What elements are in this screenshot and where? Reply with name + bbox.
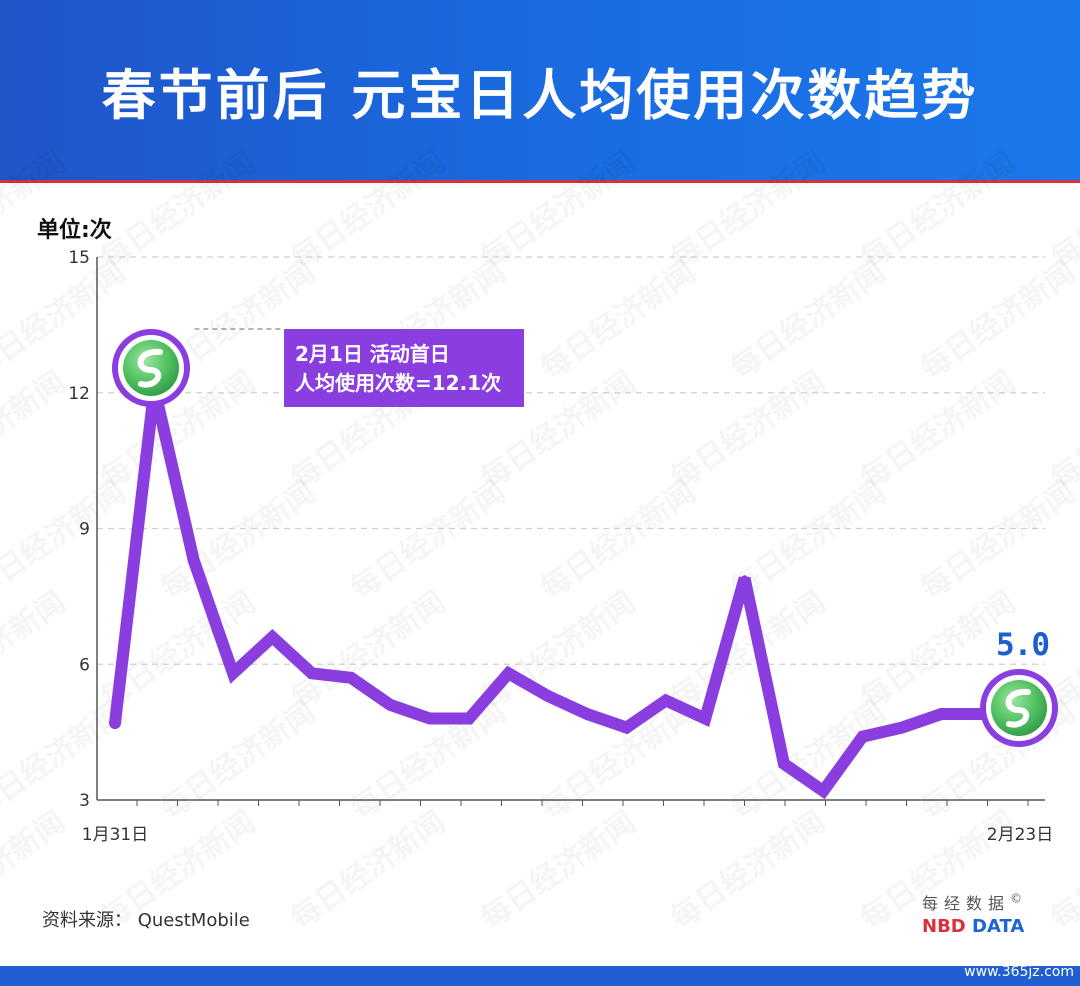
- yuanbao-logo-icon: [137, 348, 163, 388]
- data-point: [741, 575, 748, 582]
- y-tick-label: 15: [68, 248, 90, 268]
- data-point: [505, 670, 512, 677]
- data-point: [190, 557, 197, 564]
- watermark-text: 每日经济新闻: [0, 585, 72, 717]
- data-point: [938, 711, 945, 718]
- end-marker: [980, 669, 1058, 747]
- tick-labels: 3 6 9 12 15 1月31日 2月23日: [68, 248, 1053, 845]
- header-divider: [0, 180, 1080, 183]
- chart-title: 春节前后 元宝日人均使用次数趋势: [101, 63, 979, 127]
- data-point: [623, 724, 630, 731]
- callout-line-2: 人均使用次数=12.1次: [295, 371, 502, 395]
- watermark-text: 每日经济新闻: [665, 805, 833, 937]
- series-line: [109, 386, 1026, 800]
- watermark-text: 每日经济新闻: [665, 365, 833, 497]
- watermark-layer: 每日经济新闻 每日经济新闻 每日经济新闻 每日经济新闻 每日经济新闻 每日经济新闻 每日经济…: [0, 145, 1080, 937]
- watermark-text: 每日经济新闻: [0, 145, 72, 277]
- y-axis-unit-label: 单位:次: [37, 218, 112, 243]
- data-point: [780, 760, 787, 767]
- data-point: [898, 724, 905, 731]
- watermark-text: 每日经济新闻: [855, 365, 1023, 497]
- footer-bar: [0, 966, 1080, 986]
- data-point: [662, 697, 669, 704]
- y-tick-label: 6: [79, 655, 90, 675]
- data-point: [426, 715, 433, 722]
- data-points: [112, 385, 1023, 794]
- brand-cn: 每经数据©: [922, 891, 1023, 913]
- data-point: [112, 720, 118, 727]
- grid-lines: [97, 256, 1045, 665]
- header-banner: 春节前后 元宝日人均使用次数趋势: [0, 0, 1080, 180]
- y-tick-label: 12: [68, 384, 90, 404]
- watermark-text: 每日经济新闻: [0, 475, 132, 607]
- data-point: [348, 674, 355, 681]
- data-point: [584, 711, 591, 718]
- brand-en: NBD DATA: [922, 916, 1025, 937]
- data-point: [230, 670, 237, 677]
- data-point: [859, 733, 866, 740]
- end-value-label: 5.0: [996, 627, 1050, 663]
- footer-url: www.365jz.com: [964, 964, 1074, 980]
- y-tick-label: 9: [79, 520, 90, 540]
- highlight-markers: [112, 329, 1058, 747]
- axes: [96, 257, 1045, 806]
- watermark-text: 每日经济新闻: [0, 365, 72, 497]
- source-note: 资料来源： QuestMobile: [42, 910, 250, 931]
- yuanbao-logo-icon: [1005, 688, 1031, 728]
- data-point: [387, 701, 394, 708]
- data-point: [269, 634, 276, 641]
- data-point: [820, 787, 827, 794]
- callout-box: 2月1日 活动首日 人均使用次数=12.1次: [284, 329, 524, 407]
- brand-logo: 每经数据© NBD DATA: [922, 890, 1024, 937]
- x-tick-label-start: 1月31日: [82, 825, 148, 845]
- data-point: [308, 670, 315, 677]
- watermark-text: 每日经济新闻: [285, 805, 453, 937]
- data-point: [466, 715, 473, 722]
- y-tick-label: 3: [79, 791, 90, 811]
- peak-marker: [112, 329, 190, 407]
- x-tick-label-end: 2月23日: [987, 825, 1053, 845]
- callout-line-1: 2月1日 活动首日: [295, 342, 450, 366]
- watermark-text: 每日经济新闻: [475, 805, 643, 937]
- data-point: [702, 715, 709, 722]
- data-point: [544, 692, 551, 699]
